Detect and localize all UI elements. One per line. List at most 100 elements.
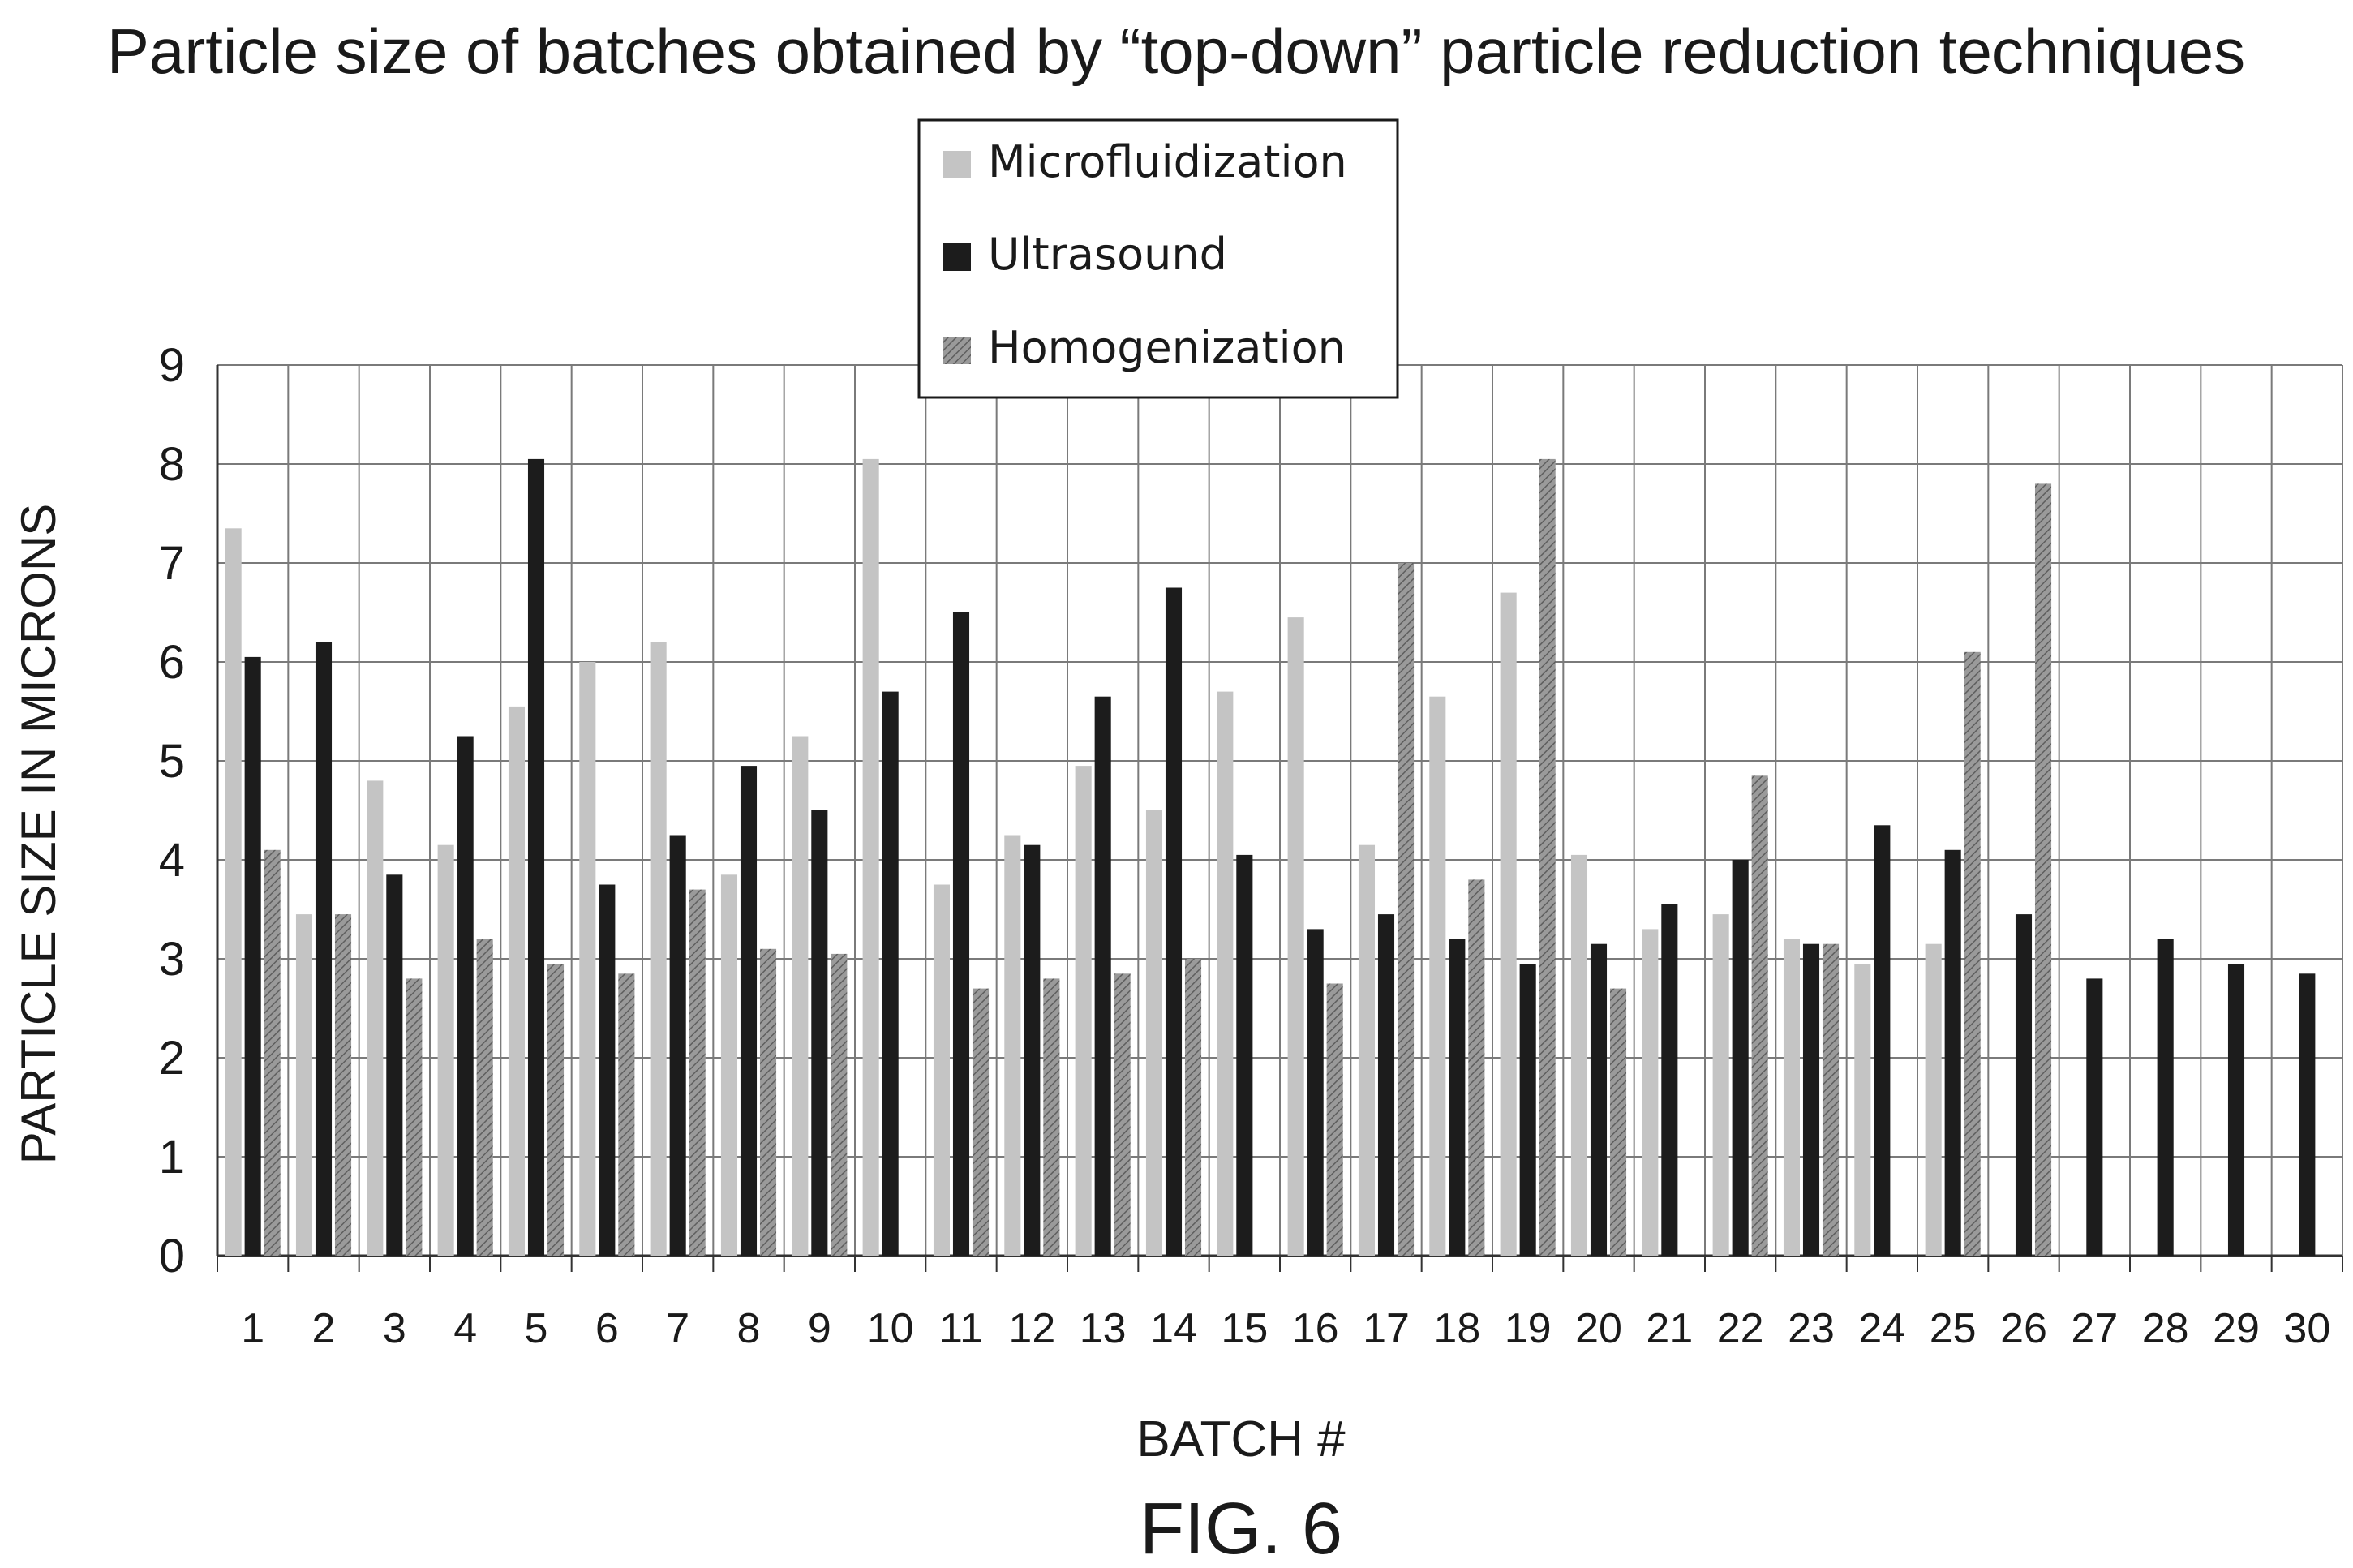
x-axis-ticks: 1 2 3 4 5 6 7 8 9 10 11 12 13 14 15 16 17 18 19 20 21 22 23 24 2… xyxy=(241,1305,2330,1352)
legend-label-homogenization: Homogenization xyxy=(988,322,1346,373)
x-tick-label: 13 xyxy=(1080,1305,1127,1352)
x-tick-label: 7 xyxy=(666,1305,689,1352)
x-tick-label: 2 xyxy=(312,1305,336,1352)
bar-microfluidization xyxy=(1145,810,1163,1256)
bar-microfluidization xyxy=(933,884,951,1256)
chart-legend: Microfluidization Ultrasound Homogenizat… xyxy=(917,118,1399,399)
bar-ultrasound xyxy=(740,766,758,1256)
x-tick-label: 24 xyxy=(1858,1305,1905,1352)
bar-homogenization xyxy=(1539,458,1556,1256)
plot-grid xyxy=(216,364,2343,1272)
bar-ultrasound xyxy=(1236,854,1253,1256)
plot-bars xyxy=(225,458,2316,1256)
x-tick-label: 20 xyxy=(1575,1305,1622,1352)
y-tick-label: 6 xyxy=(159,636,185,689)
bar-ultrasound xyxy=(386,874,403,1256)
x-axis-label: BATCH # xyxy=(1136,1411,1346,1467)
bar-homogenization xyxy=(334,914,352,1256)
x-tick-label: 9 xyxy=(808,1305,831,1352)
x-tick-label: 6 xyxy=(595,1305,619,1352)
x-tick-label: 30 xyxy=(2283,1305,2330,1352)
bar-microfluidization xyxy=(1783,939,1801,1256)
legend-label-microfluidization: Microfluidization xyxy=(988,136,1347,187)
y-tick-label: 1 xyxy=(159,1131,185,1184)
y-tick-label: 2 xyxy=(159,1032,185,1085)
bar-microfluidization xyxy=(225,528,242,1256)
legend-swatch-homogenization xyxy=(943,337,971,364)
x-tick-label: 16 xyxy=(1292,1305,1339,1352)
bar-microfluidization xyxy=(1925,943,1942,1256)
bar-ultrasound xyxy=(2086,978,2103,1256)
bar-ultrasound xyxy=(1661,904,1678,1256)
bar-ultrasound xyxy=(1944,849,1961,1256)
bar-microfluidization xyxy=(437,844,454,1256)
bar-microfluidization xyxy=(1358,844,1376,1256)
y-tick-label: 7 xyxy=(159,537,185,590)
bar-homogenization xyxy=(1822,943,1840,1256)
bar-homogenization xyxy=(1609,988,1627,1256)
x-tick-label: 3 xyxy=(383,1305,406,1352)
bar-ultrasound xyxy=(811,810,828,1256)
x-tick-label: 21 xyxy=(1646,1305,1693,1352)
bar-ultrasound xyxy=(2227,964,2245,1256)
x-tick-label: 26 xyxy=(2000,1305,2047,1352)
bar-ultrasound xyxy=(527,458,545,1256)
bar-ultrasound xyxy=(2015,914,2033,1256)
bar-homogenization xyxy=(1468,879,1485,1256)
bar-microfluidization xyxy=(1004,835,1021,1256)
bar-ultrasound xyxy=(952,612,970,1256)
bar-homogenization xyxy=(547,964,565,1256)
bar-microfluidization xyxy=(1500,592,1517,1256)
y-tick-label: 8 xyxy=(159,438,185,491)
x-tick-label: 8 xyxy=(737,1305,761,1352)
bar-ultrasound xyxy=(1802,943,1820,1256)
bar-homogenization xyxy=(1964,651,1981,1256)
bar-microfluidization xyxy=(1570,854,1588,1256)
x-tick-label: 19 xyxy=(1505,1305,1552,1352)
x-tick-label: 23 xyxy=(1788,1305,1835,1352)
y-tick-label: 9 xyxy=(159,339,185,392)
y-tick-label: 3 xyxy=(159,933,185,986)
bar-microfluidization xyxy=(1287,617,1304,1256)
bar-homogenization xyxy=(2034,483,2052,1256)
bar-homogenization xyxy=(831,953,848,1256)
bar-microfluidization xyxy=(1712,914,1729,1256)
bar-ultrasound xyxy=(1590,943,1608,1256)
y-axis-ticks: 0 1 2 3 4 5 6 7 8 9 xyxy=(159,339,185,1282)
bar-ultrasound xyxy=(244,656,261,1256)
bar-ultrasound xyxy=(1874,825,1891,1256)
bar-microfluidization xyxy=(1642,929,1659,1256)
x-tick-label: 27 xyxy=(2071,1305,2118,1352)
x-tick-label: 1 xyxy=(241,1305,264,1352)
bar-homogenization xyxy=(1397,563,1415,1256)
bar-homogenization xyxy=(1043,978,1060,1256)
bar-microfluidization xyxy=(1429,696,1446,1256)
bar-homogenization xyxy=(406,978,423,1256)
bar-microfluidization xyxy=(1217,691,1234,1256)
chart-title: Particle size of batches obtained by “to… xyxy=(107,15,2245,87)
x-tick-label: 18 xyxy=(1433,1305,1480,1352)
bar-ultrasound xyxy=(1519,964,1536,1256)
y-axis-label: PARTICLE SIZE IN MICRONS xyxy=(11,504,66,1165)
bar-ultrasound xyxy=(2157,939,2174,1256)
bar-ultrasound xyxy=(1449,939,1466,1256)
y-tick-label: 5 xyxy=(159,735,185,788)
bar-homogenization xyxy=(1114,973,1131,1256)
bar-ultrasound xyxy=(1377,914,1395,1256)
bar-microfluidization xyxy=(508,706,526,1256)
x-tick-label: 10 xyxy=(867,1305,914,1352)
bar-microfluidization xyxy=(1075,766,1092,1256)
y-tick-label: 4 xyxy=(159,834,185,887)
legend-box xyxy=(917,118,1399,399)
y-tick-label: 0 xyxy=(159,1230,185,1282)
bar-ultrasound xyxy=(457,736,474,1256)
bar-homogenization xyxy=(972,988,990,1256)
bar-microfluidization xyxy=(720,874,738,1256)
x-tick-label: 12 xyxy=(1008,1305,1055,1352)
x-tick-label: 11 xyxy=(939,1305,983,1352)
bar-microfluidization xyxy=(579,662,596,1256)
bar-microfluidization xyxy=(792,736,809,1256)
x-tick-label: 17 xyxy=(1363,1305,1410,1352)
bar-homogenization xyxy=(264,849,281,1256)
